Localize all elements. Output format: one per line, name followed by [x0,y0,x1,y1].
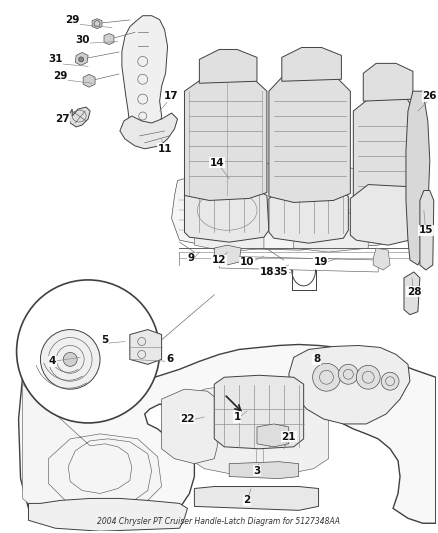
Text: 29: 29 [65,15,79,25]
Text: 5: 5 [101,335,109,344]
Text: 21: 21 [282,432,296,442]
Polygon shape [269,74,350,203]
Polygon shape [104,34,114,44]
Polygon shape [282,47,341,81]
Polygon shape [194,487,318,511]
Polygon shape [189,384,328,474]
Circle shape [40,329,100,389]
Polygon shape [353,91,420,205]
Polygon shape [214,245,241,265]
Text: 26: 26 [423,91,437,101]
Circle shape [356,365,380,389]
Text: 28: 28 [406,287,421,297]
Text: 31: 31 [48,54,63,64]
Polygon shape [172,163,423,250]
Circle shape [381,372,399,390]
Text: 9: 9 [188,253,195,263]
Polygon shape [92,19,102,29]
Polygon shape [122,15,168,143]
Polygon shape [404,272,420,314]
Text: 15: 15 [419,225,433,235]
Polygon shape [289,345,410,424]
Polygon shape [120,113,177,149]
Polygon shape [294,211,368,252]
Polygon shape [199,50,257,83]
Text: 8: 8 [313,354,320,365]
Text: 12: 12 [212,255,226,265]
Polygon shape [184,185,269,242]
Text: 4: 4 [49,357,56,366]
Polygon shape [363,63,413,101]
Text: 1: 1 [233,412,241,422]
Polygon shape [257,424,289,447]
Polygon shape [373,248,390,270]
Polygon shape [18,344,436,528]
Text: 3: 3 [253,466,261,475]
Text: 2: 2 [244,496,251,505]
Text: 22: 22 [180,414,194,424]
Text: 6: 6 [166,354,173,365]
Polygon shape [184,75,267,200]
Polygon shape [28,498,187,531]
Text: 35: 35 [274,267,288,277]
Circle shape [17,280,159,423]
Text: 14: 14 [210,158,225,168]
Circle shape [339,365,358,384]
Text: 27: 27 [55,114,70,124]
Polygon shape [130,329,162,365]
Text: 17: 17 [164,91,179,101]
Circle shape [63,352,77,366]
Polygon shape [420,190,434,270]
Text: 18: 18 [260,267,274,277]
Text: 11: 11 [157,144,172,154]
Polygon shape [406,91,430,265]
Text: 19: 19 [313,257,328,267]
Text: 2004 Chrysler PT Cruiser Handle-Latch Diagram for 5127348AA: 2004 Chrysler PT Cruiser Handle-Latch Di… [97,517,340,526]
Polygon shape [350,184,422,245]
Polygon shape [22,384,162,523]
Polygon shape [68,107,90,127]
Text: 29: 29 [53,71,67,81]
Polygon shape [214,375,304,449]
Polygon shape [75,52,88,66]
Polygon shape [269,185,348,243]
Polygon shape [229,462,299,479]
Text: 30: 30 [75,35,89,45]
Circle shape [94,21,100,27]
Circle shape [313,364,340,391]
Text: 10: 10 [240,257,254,267]
Polygon shape [83,74,95,87]
Polygon shape [162,389,217,464]
Polygon shape [194,211,264,252]
Circle shape [79,57,84,62]
